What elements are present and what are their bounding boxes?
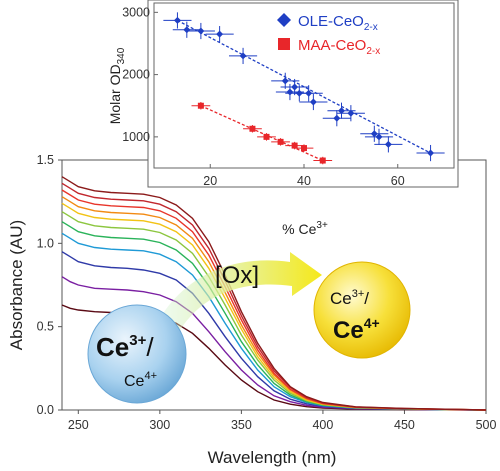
data-point-ole (347, 109, 355, 117)
oxidation-label: [Ox] (215, 262, 259, 289)
legend-label-ole: OLE-CeO2-x (298, 13, 378, 33)
inset-series-group (163, 12, 445, 165)
data-point-maa (277, 138, 284, 145)
inset-y-axis-label-sub: 340 (116, 47, 127, 64)
data-point-ole (375, 133, 383, 141)
inset-chart: 20 40 60 1000 2000 3000 % Ce3+ Molar OD340 OL… (107, 0, 459, 237)
data-point-ole (309, 98, 317, 106)
main-x-tick-label: 250 (68, 418, 89, 432)
legend-marker-ole (277, 13, 291, 27)
main-x-tick-label: 450 (394, 418, 415, 432)
legend-label-maa-sub: 2-x (366, 46, 380, 57)
legend-marker-maa (278, 38, 290, 50)
main-x-tick-label: 500 (476, 418, 497, 432)
ce3-rich-bottom-label: Ce4+ (124, 370, 157, 390)
ce3-rich-circle (87, 304, 187, 404)
inset-axis-ticks: 20 40 60 1000 2000 3000 (122, 5, 405, 188)
data-point-maa (291, 142, 298, 149)
inset-y-axis-label: Molar OD340 (107, 47, 127, 124)
data-point-ole (216, 30, 224, 38)
data-point-ole (281, 77, 289, 85)
main-y-tick-label: 0.0 (37, 403, 54, 417)
data-point-maa (197, 102, 204, 109)
ce4-rich-particle: Ce3+/ Ce4+ (313, 261, 411, 359)
inset-x-axis-label-sup: 3+ (316, 220, 328, 231)
data-point-ole (427, 149, 435, 157)
main-x-tick-label: 400 (312, 418, 333, 432)
data-point-maa (263, 133, 270, 140)
data-point-ole (333, 114, 341, 122)
main-x-axis-label: Wavelength (nm) (208, 448, 337, 467)
inset-x-tick-label: 20 (203, 174, 217, 188)
data-point-ole (286, 88, 294, 96)
spectrum-line-11 (61, 176, 487, 411)
data-point-ole (197, 27, 205, 35)
inset-x-tick-label: 40 (297, 174, 311, 188)
ce3-rich-slash: / (146, 332, 154, 362)
data-point-maa (249, 125, 256, 132)
data-point-ole (370, 130, 378, 138)
ce3-rich-top-label: Ce3+/ (96, 332, 154, 362)
inset-x-tick-label: 60 (391, 174, 405, 188)
data-point-ole (338, 107, 345, 115)
main-chart: 250 300 350 400 450 500 0.0 0.5 1.0 1.5 Wavelengt… (7, 153, 496, 467)
main-y-tick-label: 1.0 (37, 236, 54, 250)
data-point-ole (291, 83, 299, 91)
ce4-rich-slash: / (364, 289, 369, 308)
data-point-ole (183, 26, 191, 34)
ce4-rich-top-label: Ce3+/ (330, 288, 369, 308)
data-point-ole (384, 140, 392, 148)
main-x-tick-label: 300 (149, 418, 170, 432)
main-axis-ticks: 250 300 350 400 450 500 0.0 0.5 1.0 1.5 (37, 153, 497, 432)
main-y-tick-label: 1.5 (37, 153, 54, 167)
data-point-maa (301, 145, 307, 152)
ce3-rich-top-sup: 3+ (129, 332, 146, 349)
inset-y-tick-label: 2000 (122, 68, 150, 82)
ce4-rich-bottom-label: Ce4+ (333, 315, 380, 344)
ce3-rich-bottom-sup: 4+ (144, 370, 157, 382)
data-point-maa (319, 157, 326, 164)
main-y-tick-label: 0.5 (37, 320, 54, 334)
ce4-rich-circle (313, 261, 411, 359)
main-x-tick-label: 350 (231, 418, 252, 432)
legend-label-maa: MAA-CeO2-x (298, 37, 380, 57)
fit-line-maa (200, 105, 324, 162)
ce4-rich-bottom-sup: 4+ (364, 315, 380, 331)
inset-y-tick-label: 3000 (122, 5, 150, 19)
inset-x-axis-label: % Ce3+ (282, 220, 328, 237)
spectrum-line-3 (61, 251, 487, 411)
spectrum-line-1 (61, 304, 487, 411)
inset-y-tick-label: 1000 (122, 130, 150, 144)
data-point-ole (305, 89, 313, 97)
ce3-rich-particle: Ce3+/ Ce4+ (87, 304, 187, 404)
oxidation-arrow (160, 252, 322, 330)
spectrum-line-2 (61, 276, 487, 411)
ce4-rich-top-sup: 3+ (352, 288, 365, 300)
main-y-axis-label: Absorbance (AU) (7, 220, 26, 350)
data-point-ole (239, 52, 247, 60)
inset-legend: OLE-CeO2-x MAA-CeO2-x (277, 13, 380, 57)
legend-label-ole-sub: 2-x (364, 22, 378, 33)
data-point-ole (173, 16, 181, 24)
